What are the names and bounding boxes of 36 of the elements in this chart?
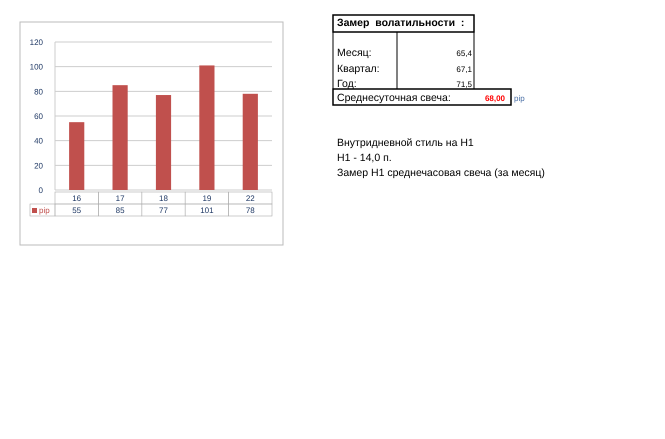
y-tick-label: 60 (34, 112, 44, 121)
y-tick-label: 120 (30, 38, 44, 47)
y-tick-label: 20 (34, 161, 44, 170)
data-label: 101 (200, 206, 214, 215)
text: Месяц: (337, 47, 372, 59)
data-label: 85 (116, 206, 126, 215)
text: Замер волатильности : (337, 17, 464, 29)
x-tick-label: 19 (202, 194, 212, 203)
data-label: 55 (72, 206, 82, 215)
x-tick-label: 16 (72, 194, 82, 203)
text: 68,00 (484, 94, 506, 103)
data-label: 77 (159, 206, 168, 215)
x-tick-label: 22 (246, 194, 256, 203)
text: Год: (337, 78, 357, 90)
text: 65,4 (456, 49, 473, 58)
x-tick-label: 17 (116, 194, 126, 203)
text: 67,1 (456, 65, 473, 74)
x-tick-label: 18 (159, 194, 168, 203)
text: Внутридневной стиль на H1 (337, 137, 474, 149)
text: Квартал: (337, 63, 380, 75)
bar (242, 94, 258, 190)
legend-label: pip (39, 206, 50, 215)
bar (112, 85, 128, 190)
text: Замер H1 среднечасовая свеча (за месяц) (337, 167, 545, 179)
text: 71,5 (456, 80, 473, 89)
text: pip (514, 94, 526, 103)
data-label: 78 (246, 206, 256, 215)
y-tick-label: 40 (34, 136, 44, 146)
y-tick-label: 100 (30, 62, 44, 72)
y-tick-label: 80 (34, 87, 44, 96)
bar (199, 65, 214, 190)
text: Среднесуточная свеча: (337, 92, 451, 104)
text: H1 - 14,0 п. (337, 152, 392, 164)
y-tick-label: 0 (38, 186, 44, 195)
bar (69, 122, 84, 190)
bar (156, 95, 172, 190)
